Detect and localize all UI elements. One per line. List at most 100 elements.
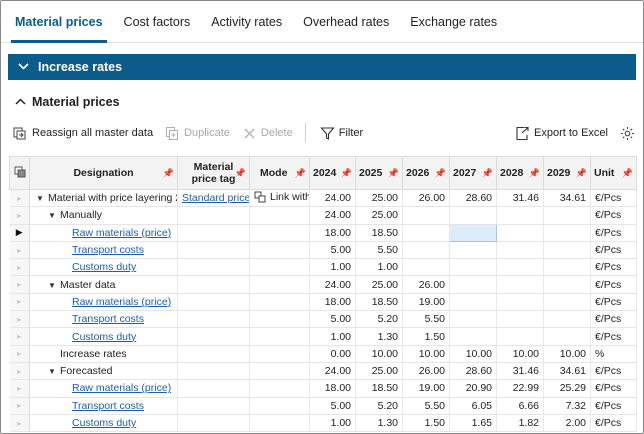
value-cell-2024[interactable]: 1.00 xyxy=(309,414,356,433)
value-cell-2024[interactable]: 18.00 xyxy=(309,293,356,312)
increase-rates-panel-header[interactable]: Increase rates xyxy=(8,54,636,80)
value-cell-2025[interactable]: 5.20 xyxy=(355,397,403,415)
value-cell-2028[interactable]: 10.00 xyxy=(496,345,544,363)
value-cell-2028[interactable]: 31.46 xyxy=(496,189,544,208)
row-selector[interactable]: ▸ xyxy=(9,241,30,260)
value-cell-2024[interactable]: 24.00 xyxy=(309,275,356,294)
row-selector[interactable]: ▸ xyxy=(9,310,30,329)
value-cell-2026[interactable] xyxy=(402,224,450,242)
pin-icon[interactable]: 📌 xyxy=(575,168,587,178)
table-row[interactable]: ▸ ▼ Material with price layering 2 Standard… xyxy=(9,189,637,208)
value-cell-2027[interactable]: 1.65 xyxy=(449,414,497,433)
value-cell-2025[interactable]: 5.50 xyxy=(355,241,403,260)
value-cell-2029[interactable]: 34.61 xyxy=(543,362,591,381)
pin-icon[interactable]: 📌 xyxy=(621,168,633,178)
value-cell-2029[interactable] xyxy=(543,241,591,260)
designation-link[interactable]: Customs duty xyxy=(72,417,137,429)
value-cell-2026[interactable]: 26.00 xyxy=(402,275,450,294)
price-tag-column-header[interactable]: Material price tag 📌 xyxy=(177,156,250,190)
expand-triangle-icon[interactable]: ▼ xyxy=(48,280,56,290)
row-selector[interactable]: ▸ xyxy=(9,258,30,277)
value-cell-2028[interactable] xyxy=(496,293,544,312)
value-cell-2028[interactable]: 1.82 xyxy=(496,414,544,433)
value-cell-2025[interactable]: 18.50 xyxy=(355,293,403,312)
material-prices-section-header[interactable]: Material prices xyxy=(15,95,120,109)
value-cell-2028[interactable]: 6.66 xyxy=(496,397,544,415)
value-cell-2026[interactable]: 19.00 xyxy=(402,379,450,398)
price-tag-cell[interactable]: Standard price xyxy=(177,189,250,208)
value-cell-2027[interactable]: 28.60 xyxy=(449,362,497,381)
designation-link[interactable]: Customs duty xyxy=(72,330,137,343)
value-cell-2029[interactable] xyxy=(543,293,591,312)
row-selector[interactable]: ▸ xyxy=(9,379,30,398)
table-row[interactable]: ▸ ▼ Master data 24.00 25.00 26.00 €/Pcs xyxy=(9,275,637,294)
row-selector[interactable]: ▸ xyxy=(9,397,30,415)
table-row[interactable]: ▶ Raw materials (price) 18.00 18.50 €/Pcs xyxy=(9,223,637,242)
value-cell-2026[interactable]: 1.50 xyxy=(402,327,450,346)
value-cell-2025[interactable]: 18.50 xyxy=(355,379,403,398)
value-cell-2024[interactable]: 0.00 xyxy=(309,345,356,363)
row-selector[interactable]: ▸ xyxy=(9,189,30,208)
table-row[interactable]: ▸ ▼ Manually 24.00 25.00 €/Pcs xyxy=(9,206,637,225)
row-selector[interactable]: ▸ xyxy=(9,362,30,381)
value-cell-2028[interactable]: 31.46 xyxy=(496,362,544,381)
value-cell-2025[interactable]: 1.30 xyxy=(355,327,403,346)
year-2027-column-header[interactable]: 2027 📌 xyxy=(449,156,497,190)
table-row[interactable]: ▸ Transport costs 5.00 5.20 5.50 €/Pcs xyxy=(9,310,637,329)
table-row[interactable]: ▸ Raw materials (price) 18.00 18.50 19.00 20.… xyxy=(9,379,637,398)
value-cell-2025[interactable]: 1.30 xyxy=(355,414,403,433)
value-cell-2025[interactable]: 10.00 xyxy=(355,345,403,363)
pin-icon[interactable]: 📌 xyxy=(234,168,246,178)
value-cell-2026[interactable] xyxy=(402,206,450,225)
value-cell-2027[interactable] xyxy=(449,327,497,346)
row-selector-header[interactable] xyxy=(9,156,30,190)
table-row[interactable]: ▸ Transport costs 5.00 5.50 €/Pcs xyxy=(9,241,637,260)
table-row[interactable]: ▸ Customs duty 1.00 1.30 1.50 €/Pcs xyxy=(9,327,637,346)
pin-icon[interactable]: 📌 xyxy=(387,168,399,178)
value-cell-2029[interactable] xyxy=(543,206,591,225)
year-2028-column-header[interactable]: 2028 📌 xyxy=(496,156,544,190)
settings-button[interactable] xyxy=(620,126,639,141)
value-cell-2029[interactable] xyxy=(543,327,591,346)
pin-icon[interactable]: 📌 xyxy=(434,168,446,178)
value-cell-2025[interactable]: 25.00 xyxy=(355,362,403,381)
designation-link[interactable]: Raw materials (price) xyxy=(72,226,172,239)
expand-triangle-icon[interactable]: ▼ xyxy=(48,211,56,221)
table-row[interactable]: ▸ Customs duty 1.00 1.00 €/Pcs xyxy=(9,258,637,277)
row-selector[interactable]: ▸ xyxy=(9,293,30,312)
value-cell-2027[interactable] xyxy=(449,223,497,242)
year-2024-column-header[interactable]: 2024 📌 xyxy=(309,156,356,190)
duplicate-button[interactable]: Duplicate xyxy=(165,126,230,141)
designation-link[interactable]: Transport costs xyxy=(72,313,144,326)
value-cell-2024[interactable]: 18.00 xyxy=(309,224,356,242)
price-tag-link[interactable]: Standard price xyxy=(182,192,250,205)
value-cell-2027[interactable] xyxy=(449,206,497,225)
value-cell-2029[interactable]: 2.00 xyxy=(543,414,591,433)
designation-cell[interactable]: Raw materials (price) xyxy=(29,293,178,312)
tab-overhead-rates[interactable]: Overhead rates xyxy=(303,14,390,29)
designation-link[interactable]: Raw materials (price) xyxy=(72,295,172,308)
value-cell-2027[interactable]: 10.00 xyxy=(449,345,497,363)
value-cell-2027[interactable] xyxy=(449,310,497,329)
filter-button[interactable]: Filter xyxy=(320,126,363,141)
row-selector[interactable]: ▸ xyxy=(9,345,30,363)
delete-button[interactable]: Delete xyxy=(242,126,293,141)
row-selector[interactable]: ▸ xyxy=(9,327,30,346)
table-row[interactable]: ▸ Increase rates 0.00 10.00 10.00 10.00 10.00 1… xyxy=(9,345,637,363)
designation-cell[interactable]: Transport costs xyxy=(29,241,178,260)
year-2029-column-header[interactable]: 2029 📌 xyxy=(543,156,591,190)
reassign-master-data-button[interactable]: Reassign all master data xyxy=(13,126,153,141)
value-cell-2027[interactable] xyxy=(449,275,497,294)
value-cell-2026[interactable]: 10.00 xyxy=(402,345,450,363)
value-cell-2025[interactable]: 25.00 xyxy=(355,189,403,208)
value-cell-2026[interactable]: 19.00 xyxy=(402,293,450,312)
designation-cell[interactable]: Transport costs xyxy=(29,397,178,415)
value-cell-2029[interactable] xyxy=(543,258,591,277)
value-cell-2028[interactable] xyxy=(496,327,544,346)
year-2025-column-header[interactable]: 2025 📌 xyxy=(355,156,403,190)
current-row-indicator[interactable]: ▶ xyxy=(9,224,30,242)
value-cell-2024[interactable]: 24.00 xyxy=(309,362,356,381)
value-cell-2025[interactable]: 18.50 xyxy=(355,224,403,242)
table-row[interactable]: ▸ Transport costs 5.00 5.20 5.50 6.05 6.66 7.32… xyxy=(9,397,637,415)
table-row[interactable]: ▸ Raw materials (price) 18.00 18.50 19.00 €/P… xyxy=(9,293,637,312)
